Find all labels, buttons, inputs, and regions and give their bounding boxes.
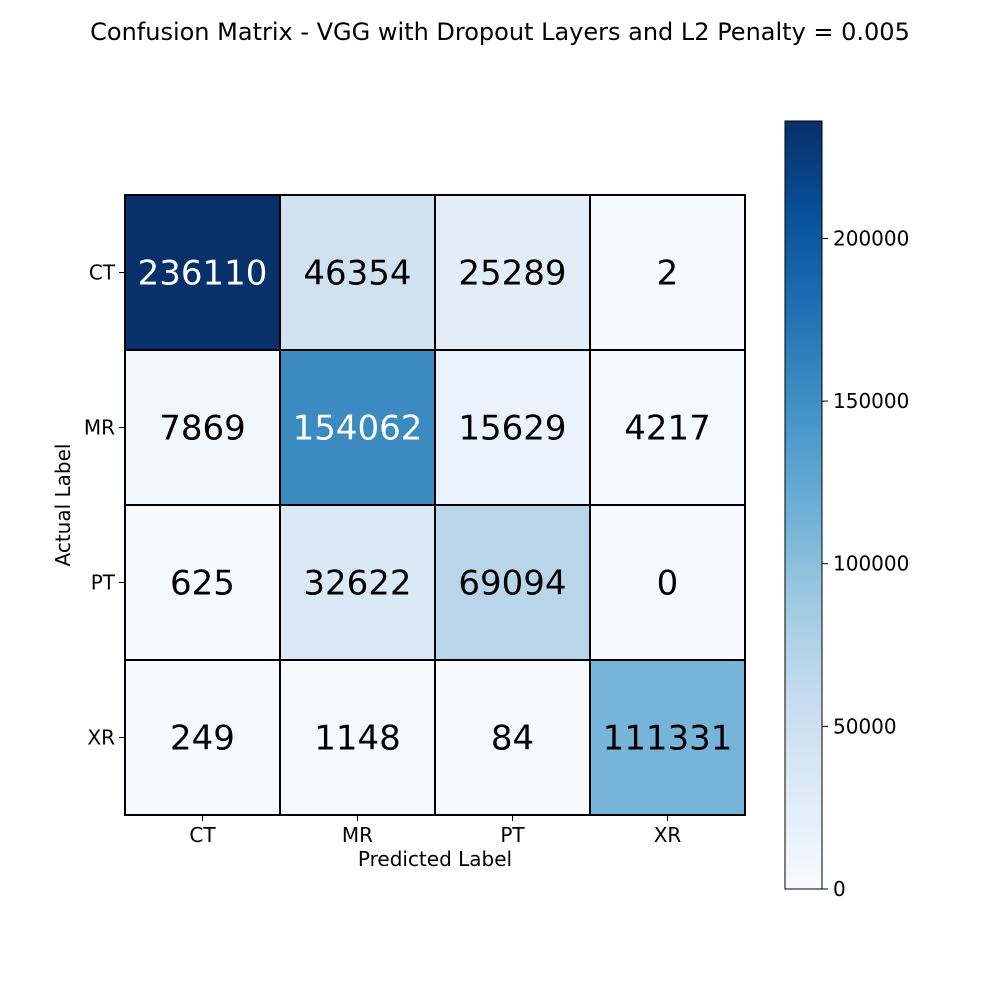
- heatmap-cell-xr-xr: [589, 659, 746, 816]
- cell-value-mr-mr: 154062: [293, 409, 423, 449]
- colorbar-tick-label: 200000: [833, 226, 909, 250]
- cell-value-xr-xr: 111331: [603, 719, 733, 759]
- heatmap-cell-ct-xr: [589, 194, 746, 351]
- y-axis-label: Actual Label: [51, 444, 75, 567]
- x-tick-label-xr: XR: [654, 823, 682, 847]
- cell-value-pt-xr: 0: [657, 564, 679, 604]
- cell-value-xr-ct: 249: [170, 719, 235, 759]
- heatmap-cell-mr-mr: [279, 349, 436, 506]
- x-axis-label: Predicted Label: [358, 847, 512, 871]
- cell-value-pt-pt: 69094: [458, 564, 566, 604]
- heatmap-cell-pt-mr: [279, 504, 436, 661]
- chart-title: Confusion Matrix - VGG with Dropout Laye…: [90, 18, 910, 46]
- heatmap-cell-ct-pt: [434, 194, 591, 351]
- colorbar: 0 50000 100000 150000 200000: [784, 120, 909, 901]
- heatmap-cell-ct-mr: [279, 194, 436, 351]
- cell-value-pt-mr: 32622: [303, 564, 411, 604]
- y-tick-label-mr: MR: [84, 416, 115, 440]
- cell-value-xr-mr: 1148: [314, 719, 401, 759]
- colorbar-ticks: 0 50000 100000 150000 200000: [822, 226, 909, 901]
- y-tick-label-ct: CT: [89, 261, 116, 285]
- heatmap-cell-xr-mr: [279, 659, 436, 816]
- heatmap-cell-mr-xr: [589, 349, 746, 506]
- colorbar-tick-label: 150000: [833, 389, 909, 413]
- cell-value-mr-ct: 7869: [159, 409, 246, 449]
- heatmap-cells: [124, 194, 746, 816]
- colorbar-tick-label: 100000: [833, 552, 909, 576]
- cell-value-ct-mr: 46354: [303, 254, 411, 294]
- y-tick-label-pt: PT: [91, 571, 116, 595]
- x-axis-ticks: CT MR PT XR: [189, 815, 681, 847]
- y-axis-ticks: CT MR PT XR: [84, 261, 125, 750]
- cell-value-xr-pt: 84: [491, 719, 534, 759]
- colorbar-tick-label: 50000: [833, 714, 897, 738]
- heatmap-cell-ct-ct: [124, 194, 281, 351]
- cell-value-ct-ct: 236110: [138, 254, 268, 294]
- x-tick-label-mr: MR: [342, 823, 373, 847]
- cell-value-mr-xr: 4217: [624, 409, 711, 449]
- colorbar-tick-label: 0: [833, 877, 846, 901]
- cell-value-ct-xr: 2: [657, 254, 679, 294]
- heatmap-cell-mr-ct: [124, 349, 281, 506]
- colorbar-gradient: [784, 120, 823, 890]
- heatmap-cell-labels: 236110 46354 25289 2 7869 154062 15629 4217 625 3…: [138, 254, 733, 759]
- y-tick-label-xr: XR: [87, 726, 115, 750]
- heatmap-cell-pt-xr: [589, 504, 746, 661]
- cell-value-mr-pt: 15629: [458, 409, 566, 449]
- cell-value-ct-pt: 25289: [458, 254, 566, 294]
- heatmap-cell-xr-ct: [124, 659, 281, 816]
- x-tick-label-pt: PT: [500, 823, 525, 847]
- x-tick-label-ct: CT: [189, 823, 216, 847]
- cell-value-pt-ct: 625: [170, 564, 235, 604]
